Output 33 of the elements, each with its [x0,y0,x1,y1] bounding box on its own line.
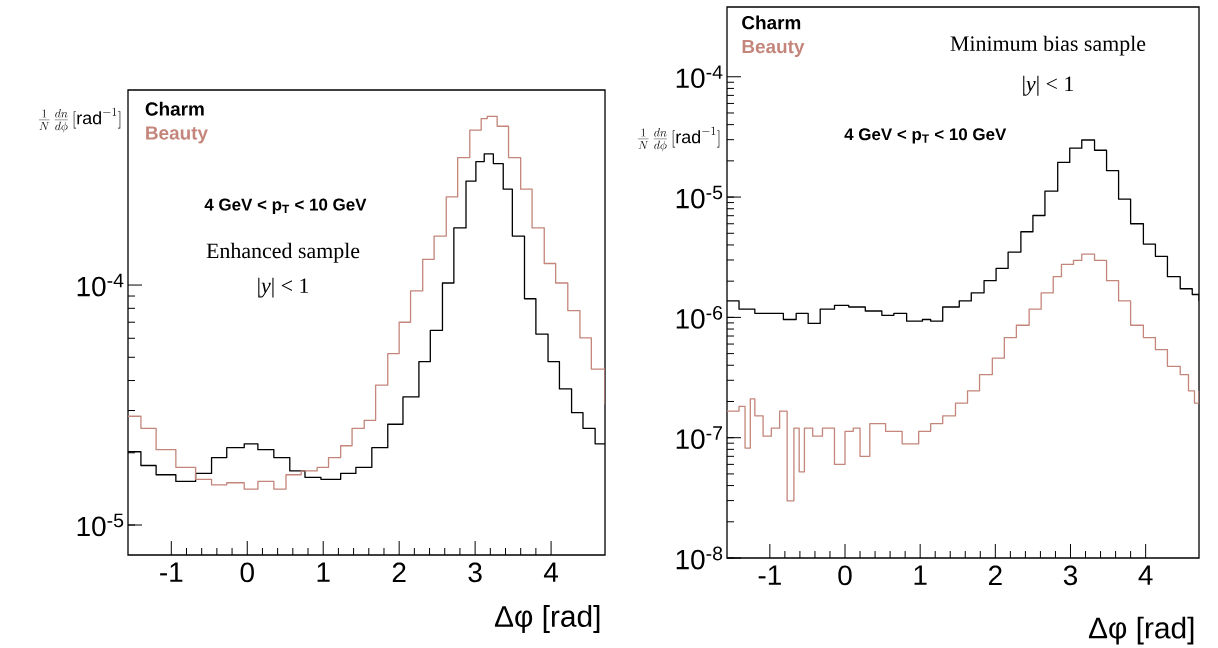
x-tick-label: -1 [160,562,183,582]
y-tick-label: 10$^{-5}$ [77,513,124,537]
y-tick-label: 10$^{-6}$ [676,306,723,329]
y-tick-label: 10$^{-5}$ [676,185,723,209]
x-tick-label: 3 [1063,565,1078,586]
text: Beauty [146,126,208,144]
y-tick-label: 10$^{-4}$ [676,65,723,89]
y-tick-label: 10$^{-4}$ [77,273,124,297]
annotation: |y| < 1 [258,277,309,298]
x-axis-title: Δφ [rad] [1088,616,1194,645]
annotation: 4 GeV < p$_{T}$ < 10 GeV [204,198,367,215]
y-tick-label: 10$^{-8}$ [676,546,723,570]
x-tick-label: 2 [392,562,406,583]
x-axis-title: Δφ [rad] [494,605,600,633]
annotation: 4 GeV < p$_{T}$ < 10 GeV [844,128,1007,144]
annotation: Minimum bias sample [950,35,1146,56]
x-tick-label: 4 [1138,565,1153,585]
x-tick-label: 4 [543,562,559,582]
x-tick-label: -1 [758,565,781,585]
annotation: |y| < 1 [1023,75,1074,96]
x-tick-label: 0 [240,562,254,583]
x-tick-label: 1 [914,565,927,585]
x-tick-label: 1 [317,562,330,582]
text: Beauty [742,40,805,58]
y-axis-title: $\frac{1}{N}\,\frac{dn}{d\phi}\,[\mathrm{rad}^{-1}]$ [38,107,121,133]
y-tick-label: 10$^{-7}$ [676,426,722,450]
text: Charm [145,101,204,116]
x-tick-label: 0 [838,565,852,586]
annotation: Enhanced sample [206,242,360,263]
x-tick-label: 3 [468,562,482,583]
y-axis-title: $\frac{1}{N}\,\frac{dn}{d\phi}\,[\mathrm{rad}^{-1}]$ [637,126,720,152]
x-tick-label: 2 [988,565,1002,586]
text: Charm [742,15,801,30]
